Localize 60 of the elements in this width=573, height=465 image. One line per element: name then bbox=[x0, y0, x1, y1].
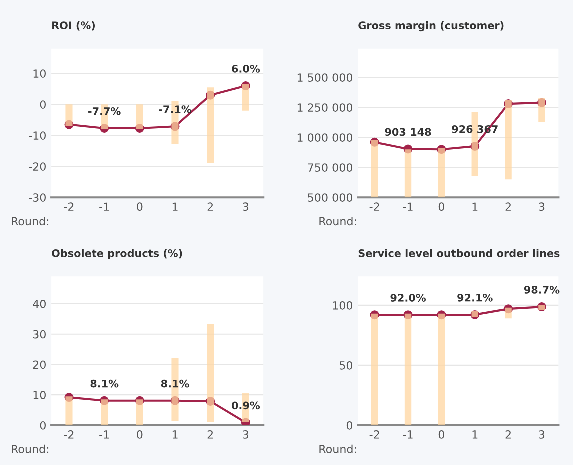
x-tick-label: -2 bbox=[64, 202, 74, 211]
x-tick-label: 0 bbox=[137, 202, 143, 212]
y-tick-label: 0 bbox=[40, 421, 46, 430]
x-tick-label: 2 bbox=[506, 202, 511, 211]
x-tick-label: 0 bbox=[137, 430, 143, 439]
y-tick-label: 10 bbox=[34, 391, 46, 400]
y-tick-label: -10 bbox=[29, 132, 46, 140]
y-tick-label: -30 bbox=[29, 194, 46, 202]
x-tick-label: 2 bbox=[208, 202, 213, 211]
y-tick-label: 0 bbox=[346, 421, 353, 430]
x-tick-label: -1 bbox=[100, 202, 110, 211]
y-tick-label: -20 bbox=[29, 162, 46, 172]
x-tick-label: 3 bbox=[243, 202, 249, 212]
x-tick-label: 0 bbox=[438, 430, 444, 439]
x-tick-label: 3 bbox=[539, 430, 545, 439]
y-tick-label: 40 bbox=[33, 300, 46, 308]
data-label: 8.1% bbox=[90, 380, 119, 388]
chart-title: Service level outbound order lines bbox=[358, 249, 560, 258]
x-tick-label: -1 bbox=[403, 430, 413, 439]
x-axis-title: Round: bbox=[12, 444, 49, 454]
x-tick-label: -2 bbox=[370, 430, 380, 439]
y-tick-label: 1 250 000 bbox=[298, 104, 353, 112]
x-tick-label: 3 bbox=[243, 430, 249, 439]
data-label: 98.7% bbox=[524, 286, 560, 294]
data-label: 8.1% bbox=[161, 380, 190, 388]
x-tick-label: -2 bbox=[64, 430, 74, 439]
x-axis-title: Round: bbox=[320, 216, 356, 226]
chart-title: Gross margin (customer) bbox=[358, 21, 504, 32]
data-label: 92.1% bbox=[458, 294, 493, 302]
y-tick-label: 750 000 bbox=[308, 164, 353, 172]
y-tick-label: 1 500 000 bbox=[298, 74, 353, 82]
x-tick-label: 1 bbox=[172, 430, 178, 439]
y-tick-label: 30 bbox=[33, 330, 46, 339]
data-label: 6.0% bbox=[232, 65, 260, 73]
x-tick-label: 1 bbox=[472, 202, 478, 211]
data-label: 0.9% bbox=[232, 402, 260, 410]
y-tick-label: 1 000 000 bbox=[298, 134, 353, 142]
y-tick-label: 20 bbox=[33, 360, 46, 370]
y-tick-label: 0 bbox=[40, 100, 46, 110]
x-tick-label: 1 bbox=[472, 430, 478, 439]
y-tick-label: 100 bbox=[333, 301, 353, 310]
x-tick-label: -1 bbox=[403, 202, 413, 211]
x-tick-label: 0 bbox=[438, 202, 444, 212]
x-tick-label: -2 bbox=[370, 202, 380, 211]
x-axis-title: Round: bbox=[320, 444, 356, 454]
data-label: 903 148 bbox=[385, 128, 432, 136]
data-label: 92.0% bbox=[390, 294, 426, 302]
data-label: -7.7% bbox=[88, 107, 121, 116]
y-tick-label: 10 bbox=[34, 70, 46, 78]
x-tick-label: 2 bbox=[506, 430, 511, 439]
data-label: -7.1% bbox=[159, 106, 192, 114]
x-tick-label: -1 bbox=[100, 430, 110, 439]
chart-title: ROI (%) bbox=[52, 21, 96, 31]
y-tick-label: 500 000 bbox=[308, 194, 353, 202]
chart-title: Obsolete products (%) bbox=[52, 249, 182, 260]
x-tick-label: 3 bbox=[539, 202, 545, 212]
x-tick-label: 2 bbox=[208, 430, 213, 439]
y-tick-label: 50 bbox=[340, 361, 353, 370]
x-tick-label: 1 bbox=[172, 202, 178, 211]
x-axis-title: Round: bbox=[12, 216, 49, 226]
